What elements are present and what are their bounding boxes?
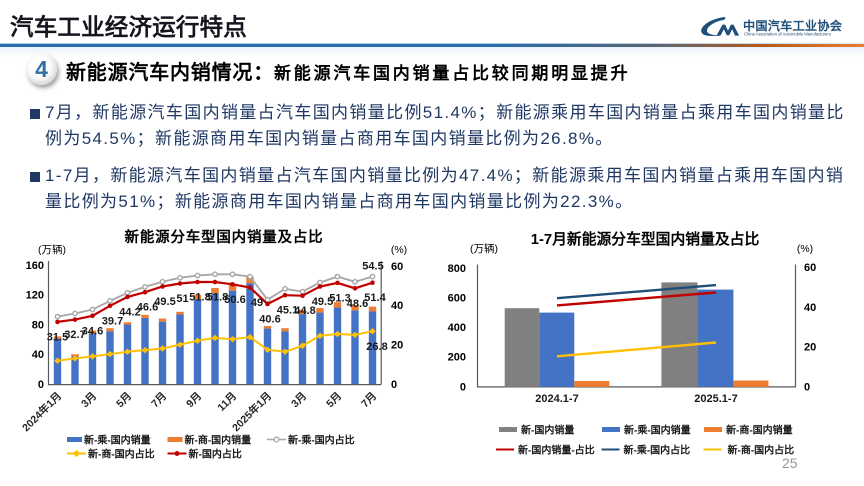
- svg-text:新-商-国内占比: 新-商-国内占比: [88, 448, 155, 461]
- svg-text:50.6: 50.6: [224, 294, 245, 306]
- svg-text:26.8: 26.8: [366, 341, 387, 353]
- svg-text:(万辆): (万辆): [38, 243, 66, 256]
- svg-text:51.8: 51.8: [207, 292, 228, 304]
- svg-text:3月: 3月: [289, 390, 309, 410]
- svg-text:20: 20: [391, 340, 403, 352]
- svg-text:China Association of Automobil: China Association of Automobile Manufact…: [744, 31, 831, 36]
- svg-text:40.6: 40.6: [259, 314, 280, 326]
- svg-text:新-国内销量-占比: 新-国内销量-占比: [518, 444, 595, 457]
- svg-text:44.2: 44.2: [119, 306, 140, 318]
- svg-text:51.3: 51.3: [329, 292, 350, 304]
- svg-text:31.5: 31.5: [47, 331, 68, 343]
- svg-text:新能源分车型国内销量及占比: 新能源分车型国内销量及占比: [125, 228, 324, 246]
- svg-text:60: 60: [391, 261, 403, 273]
- svg-text:新-乘-国内销量: 新-乘-国内销量: [624, 424, 691, 437]
- svg-text:49.5: 49.5: [154, 296, 175, 308]
- svg-text:40: 40: [804, 302, 816, 314]
- svg-text:新-国内占比: 新-国内占比: [189, 448, 242, 461]
- svg-text:11月: 11月: [215, 390, 239, 414]
- svg-text:中国汽车工业协会: 中国汽车工业协会: [743, 18, 843, 33]
- svg-text:32.7: 32.7: [64, 329, 85, 341]
- svg-text:0: 0: [804, 381, 810, 393]
- svg-text:60: 60: [804, 262, 816, 274]
- svg-text:(万辆): (万辆): [470, 242, 498, 255]
- svg-text:新-乘-国内占比: 新-乘-国内占比: [624, 444, 691, 457]
- svg-text:新-商-国内销量: 新-商-国内销量: [185, 434, 252, 447]
- svg-text:48.6: 48.6: [347, 298, 368, 310]
- svg-text:7月: 7月: [359, 390, 379, 410]
- svg-text:45.1: 45.1: [277, 305, 298, 317]
- svg-text:49.5: 49.5: [312, 296, 333, 308]
- svg-text:600: 600: [448, 293, 466, 305]
- svg-text:2024.1-7: 2024.1-7: [535, 393, 578, 405]
- svg-text:7月: 7月: [149, 390, 169, 410]
- svg-text:(%): (%): [797, 243, 813, 255]
- svg-text:400: 400: [448, 322, 466, 334]
- svg-text:20: 20: [804, 342, 816, 354]
- svg-text:120: 120: [26, 290, 44, 302]
- svg-text:51.4: 51.4: [364, 292, 386, 304]
- svg-text:160: 160: [26, 260, 44, 272]
- svg-text:51: 51: [176, 293, 188, 305]
- svg-text:1-7月新能源分车型国内销量及占比: 1-7月新能源分车型国内销量及占比: [531, 230, 760, 248]
- svg-text:800: 800: [448, 263, 466, 275]
- svg-text:49: 49: [251, 297, 263, 309]
- svg-text:0: 0: [38, 379, 44, 391]
- svg-text:39.7: 39.7: [102, 315, 123, 327]
- svg-text:9月: 9月: [184, 390, 204, 410]
- svg-text:3月: 3月: [79, 390, 99, 410]
- svg-text:51.8: 51.8: [189, 292, 210, 304]
- svg-text:0: 0: [460, 381, 466, 393]
- svg-text:40: 40: [32, 349, 44, 361]
- svg-text:2025.1-7: 2025.1-7: [694, 393, 737, 405]
- svg-text:新-国内销量: 新-国内销量: [521, 424, 574, 437]
- svg-text:34.6: 34.6: [82, 325, 103, 337]
- svg-text:80: 80: [32, 320, 44, 332]
- svg-text:新-商-国内销量: 新-商-国内销量: [726, 424, 793, 437]
- svg-text:0: 0: [391, 379, 397, 391]
- svg-text:新-乘-国内销量: 新-乘-国内销量: [84, 434, 151, 447]
- svg-text:新-乘-国内占比: 新-乘-国内占比: [288, 434, 355, 447]
- svg-text:新-商-国内占比: 新-商-国内占比: [728, 444, 795, 457]
- svg-text:54.5: 54.5: [362, 261, 383, 273]
- svg-text:2024年1月: 2024年1月: [19, 389, 64, 434]
- svg-text:5月: 5月: [324, 390, 344, 410]
- svg-text:40: 40: [391, 300, 403, 312]
- svg-text:46.6: 46.6: [137, 302, 158, 314]
- svg-text:5月: 5月: [114, 390, 134, 410]
- svg-text:200: 200: [448, 352, 466, 364]
- svg-text:44.8: 44.8: [294, 305, 315, 317]
- svg-text:(%): (%): [391, 244, 407, 256]
